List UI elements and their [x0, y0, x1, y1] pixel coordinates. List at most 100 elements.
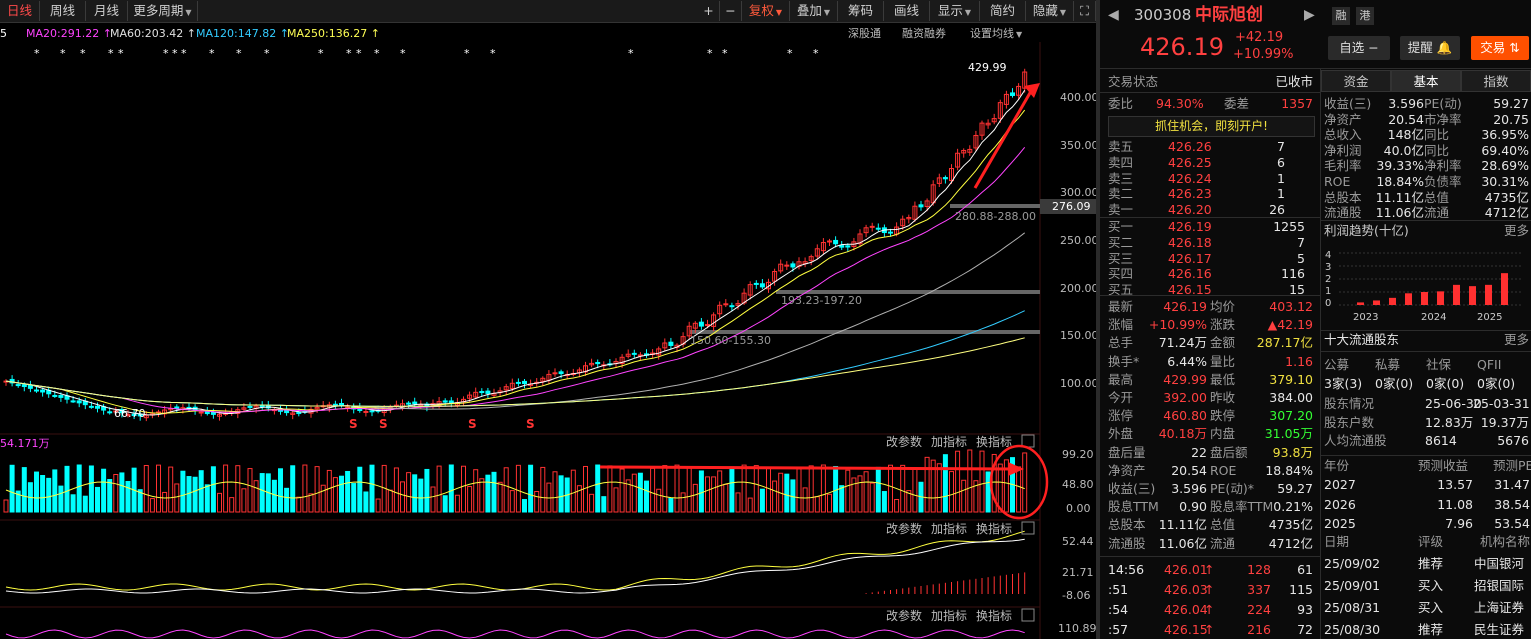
indicator-line [5, 530, 1025, 591]
tab-monthly[interactable]: 月线 [86, 1, 128, 21]
alert-button[interactable]: 提醒 🔔 [1400, 36, 1460, 60]
fullscreen-button[interactable]: ⛶ [1074, 1, 1096, 21]
close-icon[interactable] [1021, 434, 1035, 448]
volume-bar [509, 490, 515, 513]
margin-link[interactable]: 融资融券 [902, 27, 946, 40]
tab-index[interactable]: 指数 [1461, 70, 1531, 92]
candle-body [217, 413, 222, 417]
switch-indicator-link[interactable]: 换指标 [976, 521, 1012, 536]
tab-daily[interactable]: 日线 [0, 1, 40, 21]
overlay-dropdown[interactable]: 叠加 ▼ [790, 1, 838, 21]
bid-level-label: 买三 [1108, 250, 1134, 266]
volume-bar [46, 477, 52, 513]
y-tick-150: 150.00 [1060, 329, 1096, 342]
edit-params-link[interactable]: 改参数 [886, 521, 922, 536]
edit-params-link[interactable]: 改参数 [886, 434, 922, 449]
volume-bar [997, 463, 1003, 513]
volume-bar [589, 493, 595, 513]
switch-indicator-link[interactable]: 换指标 [976, 608, 1012, 623]
y-tick-300: 300.00 [1060, 186, 1096, 199]
open-account-banner[interactable]: 抓住机会，即刻开户! [1108, 116, 1315, 137]
price-tag-bg [1040, 199, 1096, 214]
candle-body [906, 216, 912, 220]
quote-value-2: 31.05万 [1264, 426, 1313, 442]
quote-value-2: 18.84% [1265, 462, 1313, 478]
star-marker: * [813, 47, 819, 60]
quote-label-2: 股息率TTM [1210, 499, 1274, 515]
volume-bar [930, 459, 936, 513]
volume-bar [613, 487, 619, 513]
hide-dropdown[interactable]: 隐藏 ▼ [1026, 1, 1074, 21]
zoom-out-button[interactable]: − [720, 1, 742, 21]
rating-date: 25/09/01 [1324, 578, 1381, 593]
holders-more-link[interactable]: 更多 [1504, 332, 1530, 347]
hk-connect-link[interactable]: 深股通 [848, 27, 881, 40]
tab-weekly[interactable]: 周线 [40, 1, 86, 21]
chips-button[interactable]: 筹码 [838, 1, 884, 21]
next-stock-icon[interactable]: ▶ [1304, 7, 1315, 23]
holder-type-count: 0家(0) [1477, 376, 1516, 391]
draw-button[interactable]: 画线 [884, 1, 930, 21]
volume-bar [174, 483, 180, 513]
volume-bar [107, 479, 113, 513]
volume-bar [290, 465, 296, 513]
ma20-line [5, 146, 1026, 413]
star-marker: * [464, 47, 470, 60]
rating-grade: 推荐 [1418, 556, 1444, 571]
vol-tick-top: 99.20 [1062, 448, 1094, 461]
zoom-in-button[interactable]: + [698, 1, 720, 21]
add-indicator-link[interactable]: 加指标 [931, 521, 967, 536]
candle-body [174, 406, 180, 409]
prev-stock-icon[interactable]: ◀ [1108, 7, 1119, 23]
volume-bar [1022, 452, 1028, 513]
bid-price: 426.17 [1168, 250, 1212, 266]
quote-label: 盘后量 [1108, 444, 1146, 460]
ask-row: 卖五 426.26 7 [1108, 138, 1313, 155]
volume-bar [400, 481, 405, 513]
star-marker: * [318, 47, 324, 60]
close-icon[interactable] [1021, 521, 1035, 535]
period-toolbar: 日线 周线 月线 更多周期 ▼ + − 复权 ▼ 叠加 ▼ 筹码 画线 显示 ▼ 简约 … [0, 0, 1098, 23]
candle-body [34, 389, 39, 392]
candle-body [827, 240, 832, 243]
ask-level-label: 卖一 [1108, 202, 1134, 218]
forecast-eps: 7.96 [1445, 516, 1473, 531]
switch-indicator-link[interactable]: 换指标 [976, 434, 1012, 449]
zoom-in-label: + [703, 3, 714, 18]
add-indicator-link[interactable]: 加指标 [931, 608, 967, 623]
volume-bar [52, 469, 58, 513]
profit-trend-more-link[interactable]: 更多 [1504, 223, 1530, 238]
add-indicator-link[interactable]: 加指标 [931, 434, 967, 449]
candle-body [686, 325, 692, 337]
edit-params-link[interactable]: 改参数 [886, 608, 922, 623]
watchlist-button[interactable]: 自选 − [1328, 36, 1390, 60]
kline-chart[interactable]: * * * * * * * * * * * * * * * * * * * * * * * 400.00 350.00 30… [0, 42, 1096, 639]
fundamental-label-2: 负债率 [1424, 174, 1462, 189]
more-periods-dropdown[interactable]: 更多周期 ▼ [128, 1, 198, 21]
trade-button[interactable]: 交易 ⇅ [1471, 36, 1529, 60]
volume-bar [15, 490, 21, 513]
order-diff-value: 1357 [1281, 96, 1313, 111]
tab-basic[interactable]: 基本 [1391, 70, 1461, 92]
close-icon[interactable] [1021, 608, 1035, 622]
tab-capital[interactable]: 资金 [1321, 70, 1391, 92]
display-dropdown[interactable]: 显示 ▼ [930, 1, 980, 21]
candle-body [631, 352, 637, 355]
candle-body [845, 245, 851, 248]
candle-body [503, 386, 509, 391]
candle-body [790, 263, 796, 268]
last-price: 426.19 [1140, 33, 1224, 61]
ind1-tick-mid: 21.71 [1062, 566, 1094, 579]
adjust-dropdown[interactable]: 复权 ▼ [742, 1, 790, 21]
candle-body [143, 414, 149, 419]
rating-org: 上海证券 [1474, 600, 1525, 615]
ma-settings-dropdown[interactable]: 设置均线 ▼ [970, 26, 1022, 43]
panel-splitter[interactable] [1096, 0, 1100, 639]
profit-bar [1485, 284, 1492, 305]
candle-body [76, 400, 82, 404]
volume-bar [70, 494, 76, 513]
simple-button[interactable]: 简约 [980, 1, 1026, 21]
price-change-pct: +10.99% [1233, 47, 1294, 62]
holder-stat-b: 19.37万 [1480, 414, 1529, 430]
s-marker: S [526, 417, 535, 431]
